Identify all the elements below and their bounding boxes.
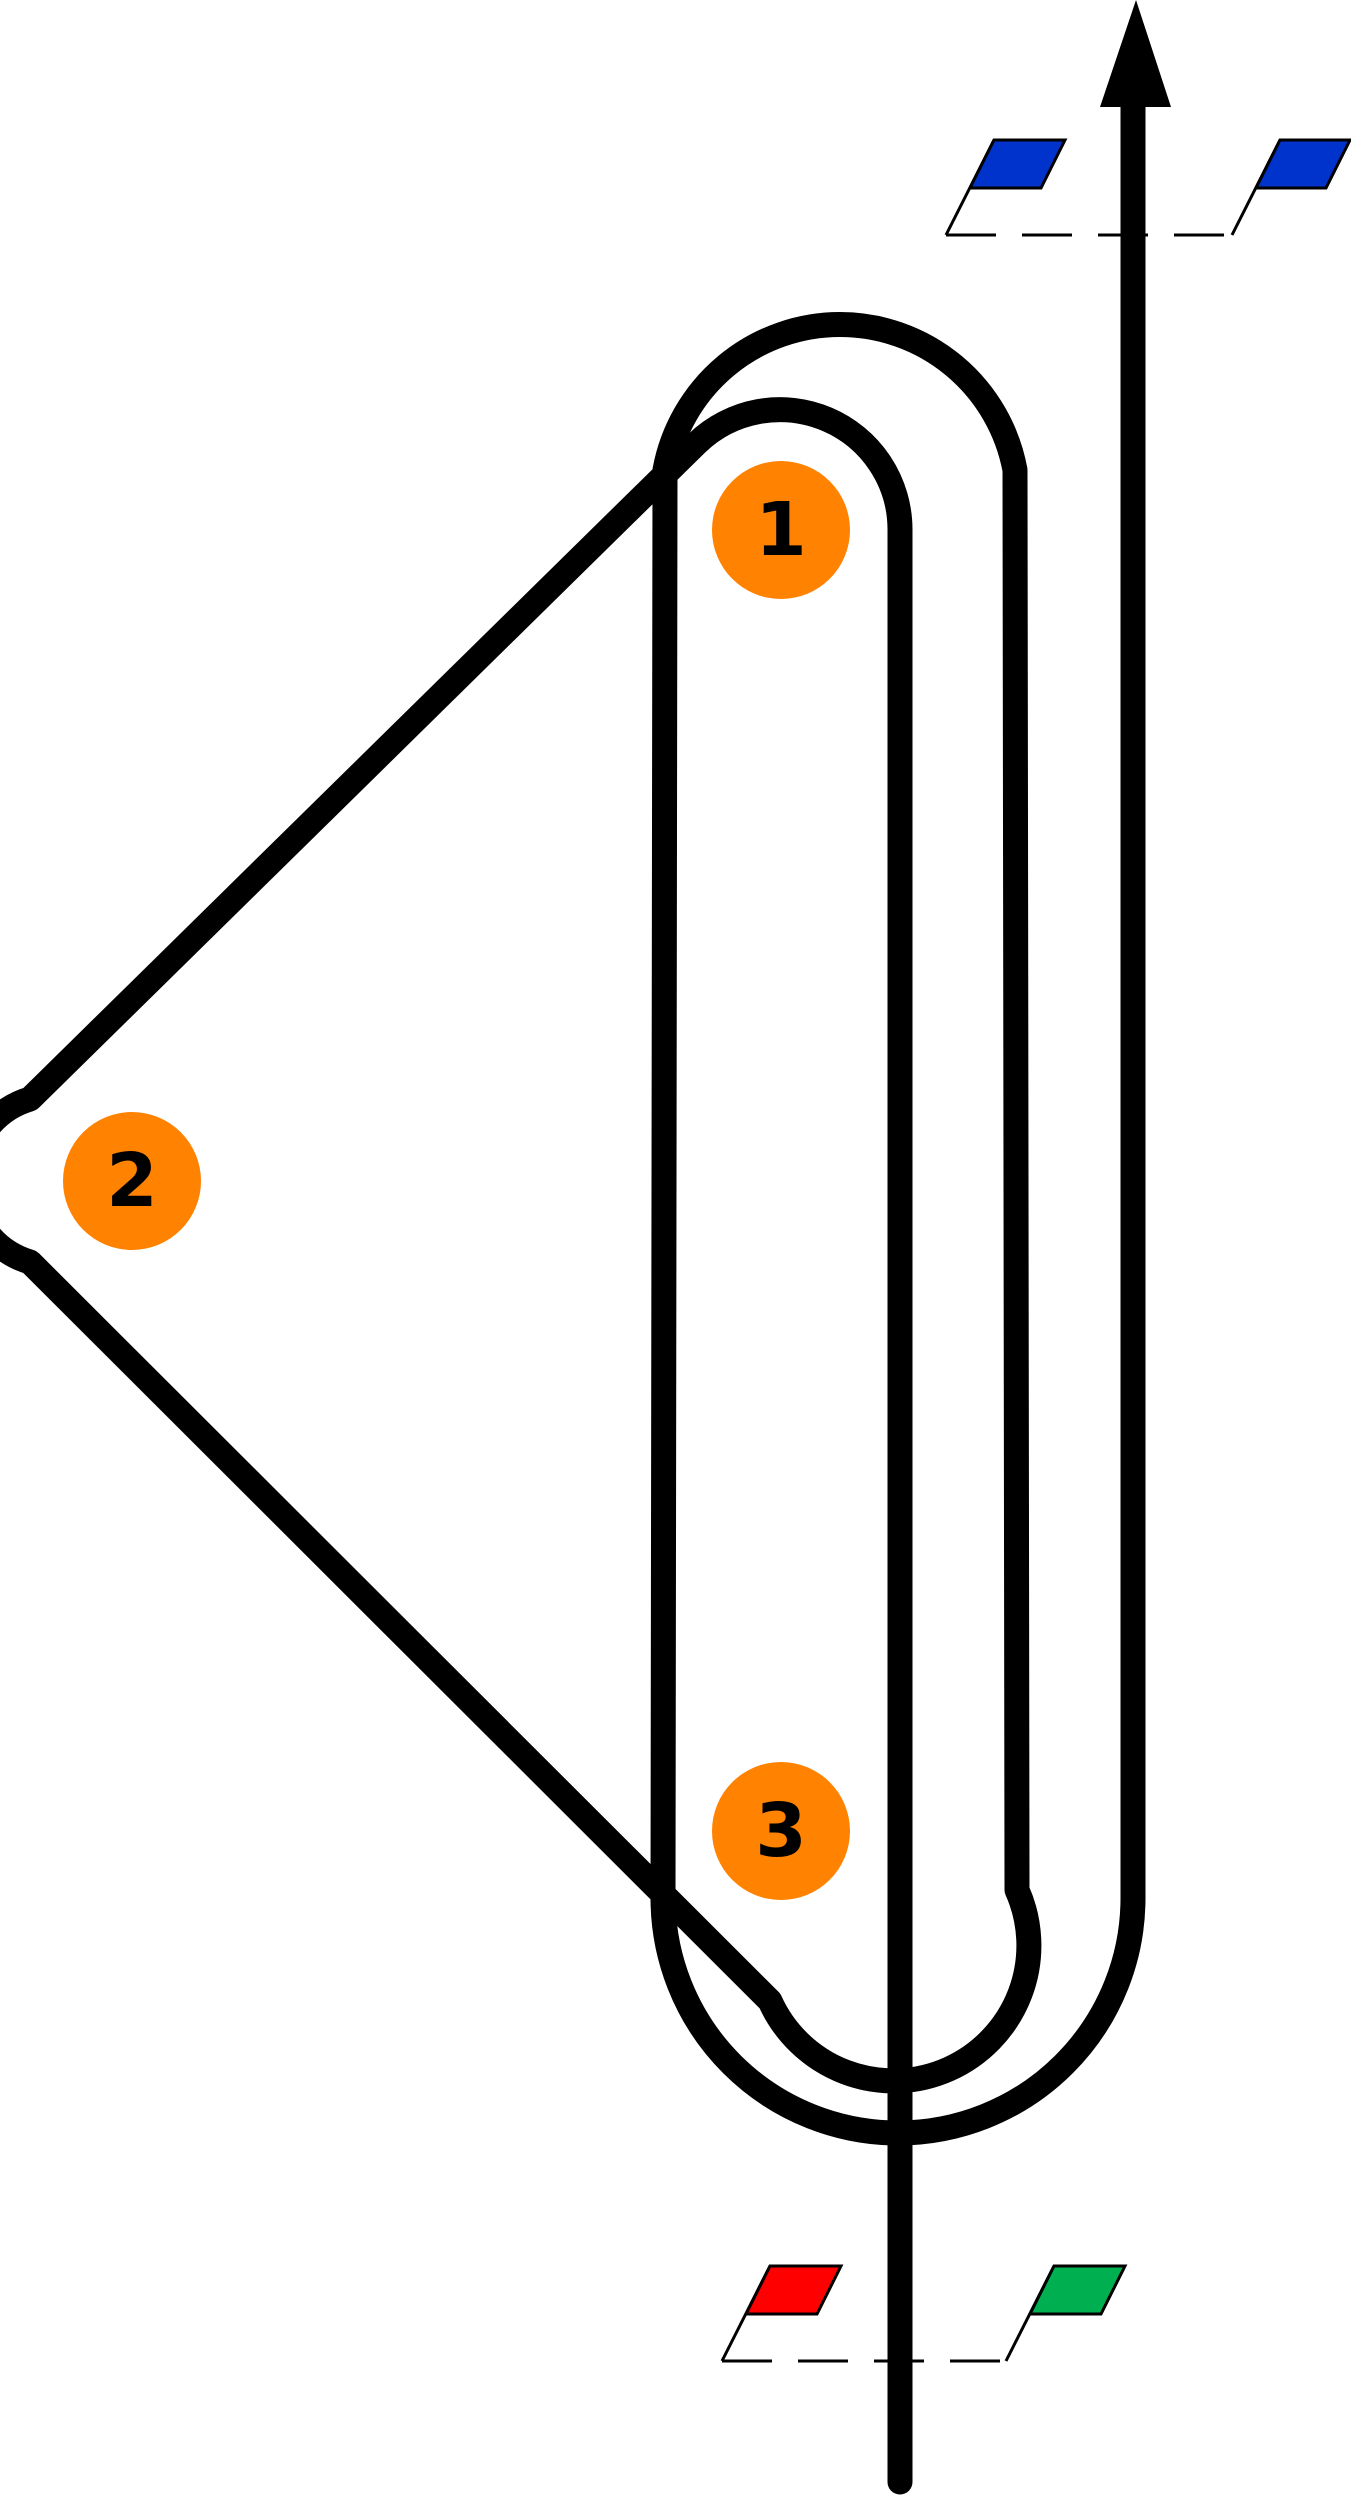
course-leg-start-to-mark-1 bbox=[0, 397, 1042, 2495]
course-leg-outer-loop bbox=[650, 105, 1146, 2146]
mark-3: 3 bbox=[712, 1762, 850, 1900]
finish-gate bbox=[944, 138, 1351, 237]
start-flag-right bbox=[1004, 2264, 1128, 2362]
start-flag-left-icon bbox=[743, 2264, 844, 2316]
course-path bbox=[0, 0, 1171, 2495]
mark-2: 2 bbox=[63, 1112, 201, 1250]
start-flag-right-icon bbox=[1027, 2264, 1128, 2316]
start-gate bbox=[720, 2264, 1128, 2363]
mark-2-buoy bbox=[63, 1112, 201, 1250]
mark-1: 1 bbox=[712, 461, 850, 599]
finish-flag-right-icon bbox=[1253, 138, 1351, 190]
finish-flag-left-icon bbox=[967, 138, 1068, 190]
mark-3-label: 3 bbox=[755, 1788, 807, 1874]
mark-3-buoy bbox=[712, 1762, 850, 1900]
start-flag-left bbox=[720, 2264, 844, 2362]
arrow-head-icon bbox=[1100, 0, 1171, 107]
finish-flag-right bbox=[1230, 138, 1351, 236]
finish-flag-left bbox=[944, 138, 1068, 236]
mark-1-buoy bbox=[712, 461, 850, 599]
mark-1-label: 1 bbox=[755, 487, 807, 573]
mark-2-label: 2 bbox=[106, 1138, 158, 1224]
